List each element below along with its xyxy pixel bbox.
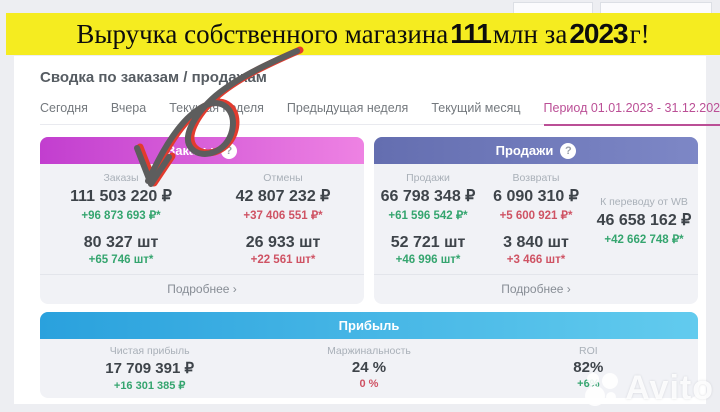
help-icon[interactable]: ? — [560, 142, 577, 159]
orders-card: Заказы ? Заказы 111 503 220 ₽ +96 873 69… — [40, 137, 364, 304]
stat-delta: +5 600 921 ₽* — [499, 210, 573, 222]
banner-text-2: млн за — [492, 18, 568, 49]
stat-delta: 0 % — [359, 378, 379, 390]
stat-qty-delta: +3 466 шт* — [506, 254, 566, 266]
profit-card-header: Прибыль — [40, 312, 698, 339]
background-button-left — [513, 2, 593, 13]
cards-row: Заказы ? Заказы 111 503 220 ₽ +96 873 69… — [40, 137, 698, 304]
stat-delta: +37 406 551 ₽* — [243, 210, 323, 222]
stat-label: Продажи — [406, 172, 450, 184]
stat-value: 17 709 391 ₽ — [105, 360, 195, 377]
page-title: Сводка по заказам / продажам — [40, 69, 267, 86]
stat-value: 46 658 162 ₽ — [596, 212, 692, 229]
stat-delta: +16 301 385 ₽ — [113, 380, 186, 392]
orders-card-body: Заказы 111 503 220 ₽ +96 873 693 ₽* 80 3… — [40, 164, 364, 274]
avito-watermark: Avito — [583, 369, 714, 408]
stat-qty: 3 840 шт — [503, 234, 569, 251]
stat-value: 24 % — [351, 359, 387, 376]
sales-card-title: Продажи — [495, 143, 554, 158]
orders-more-link[interactable]: Подробнее › — [40, 274, 364, 304]
profit-card: Прибыль Чистая прибыль 17 709 391 ₽ +16 … — [40, 312, 698, 398]
banner-year-number: 2023 — [569, 18, 628, 49]
profit-card-title: Прибыль — [338, 318, 400, 333]
stat-value: 82% — [573, 359, 604, 376]
stat-margin: Маржинальность 24 % 0 % — [259, 343, 478, 392]
banner-text-1: Выручка собственного магазина — [76, 18, 449, 49]
stat-net-profit: Чистая прибыль 17 709 391 ₽ +16 301 385 … — [40, 343, 259, 392]
banner-text-3: г! — [629, 18, 650, 49]
promo-banner: Выручка собственного магазина 111 млн за… — [6, 13, 720, 55]
stat-delta: +42 662 748 ₽* — [604, 234, 684, 246]
stat-delta: +96 873 693 ₽* — [81, 210, 161, 222]
stat-value: 66 798 348 ₽ — [380, 188, 476, 205]
period-tabs: Сегодня Вчера Текущая неделя Предыдущая … — [40, 101, 720, 125]
stat-value: 6 090 310 ₽ — [493, 188, 579, 205]
tab-today[interactable]: Сегодня — [40, 101, 88, 115]
stat-qty-delta: +22 561 шт* — [250, 254, 316, 266]
summary-panel: Сводка по заказам / продажам Сегодня Вче… — [14, 56, 720, 404]
tab-previous-week[interactable]: Предыдущая неделя — [286, 101, 409, 115]
stat-label: ROI — [578, 345, 598, 357]
tab-current-week[interactable]: Текущая неделя — [169, 101, 264, 115]
tab-period-range[interactable]: Период 01.01.2023 - 31.12.2023 — [544, 101, 720, 124]
orders-card-title: Заказы — [167, 143, 214, 158]
stat-qty: 80 327 шт — [83, 234, 159, 251]
stat-qty: 52 721 шт — [390, 234, 466, 251]
tab-current-month[interactable]: Текущий месяц — [431, 101, 521, 115]
sales-card: Продажи ? Продажи 66 798 348 ₽ +61 596 5… — [374, 137, 698, 304]
banner-revenue-number: 111 — [450, 18, 492, 49]
stat-delta: +61 596 542 ₽* — [388, 210, 468, 222]
stat-qty-delta: +46 996 шт* — [395, 254, 461, 266]
stat-value: 42 807 232 ₽ — [235, 188, 331, 205]
stat-label: Маржинальность — [327, 345, 411, 357]
stat-cancellations: Отмены 42 807 232 ₽ +37 406 551 ₽* 26 93… — [202, 170, 364, 266]
stat-qty-delta: +65 746 шт* — [88, 254, 154, 266]
stat-label: Заказы — [103, 172, 139, 184]
stat-value: 111 503 220 ₽ — [70, 188, 172, 205]
stat-label: Отмены — [263, 172, 303, 184]
tab-yesterday[interactable]: Вчера — [110, 101, 147, 115]
background-button-right — [600, 2, 712, 13]
sales-card-body: Продажи 66 798 348 ₽ +61 596 542 ₽* 52 7… — [374, 164, 698, 274]
stat-wb-transfer: К переводу от WB 46 658 162 ₽ +42 662 74… — [590, 170, 698, 266]
avito-logo-icon — [585, 372, 619, 406]
stat-returns: Возвраты 6 090 310 ₽ +5 600 921 ₽* 3 840… — [482, 170, 590, 266]
stat-label: Возвраты — [512, 172, 560, 184]
avito-watermark-label: Avito — [625, 369, 714, 407]
stat-sales: Продажи 66 798 348 ₽ +61 596 542 ₽* 52 7… — [374, 170, 482, 266]
stat-label: Чистая прибыль — [109, 345, 190, 357]
stat-label: К переводу от WB — [600, 196, 688, 208]
orders-card-header: Заказы ? — [40, 137, 364, 164]
stat-orders: Заказы 111 503 220 ₽ +96 873 693 ₽* 80 3… — [40, 170, 202, 266]
sales-card-header: Продажи ? — [374, 137, 698, 164]
help-icon[interactable]: ? — [220, 142, 237, 159]
stat-qty: 26 933 шт — [245, 234, 321, 251]
sales-more-link[interactable]: Подробнее › — [374, 274, 698, 304]
